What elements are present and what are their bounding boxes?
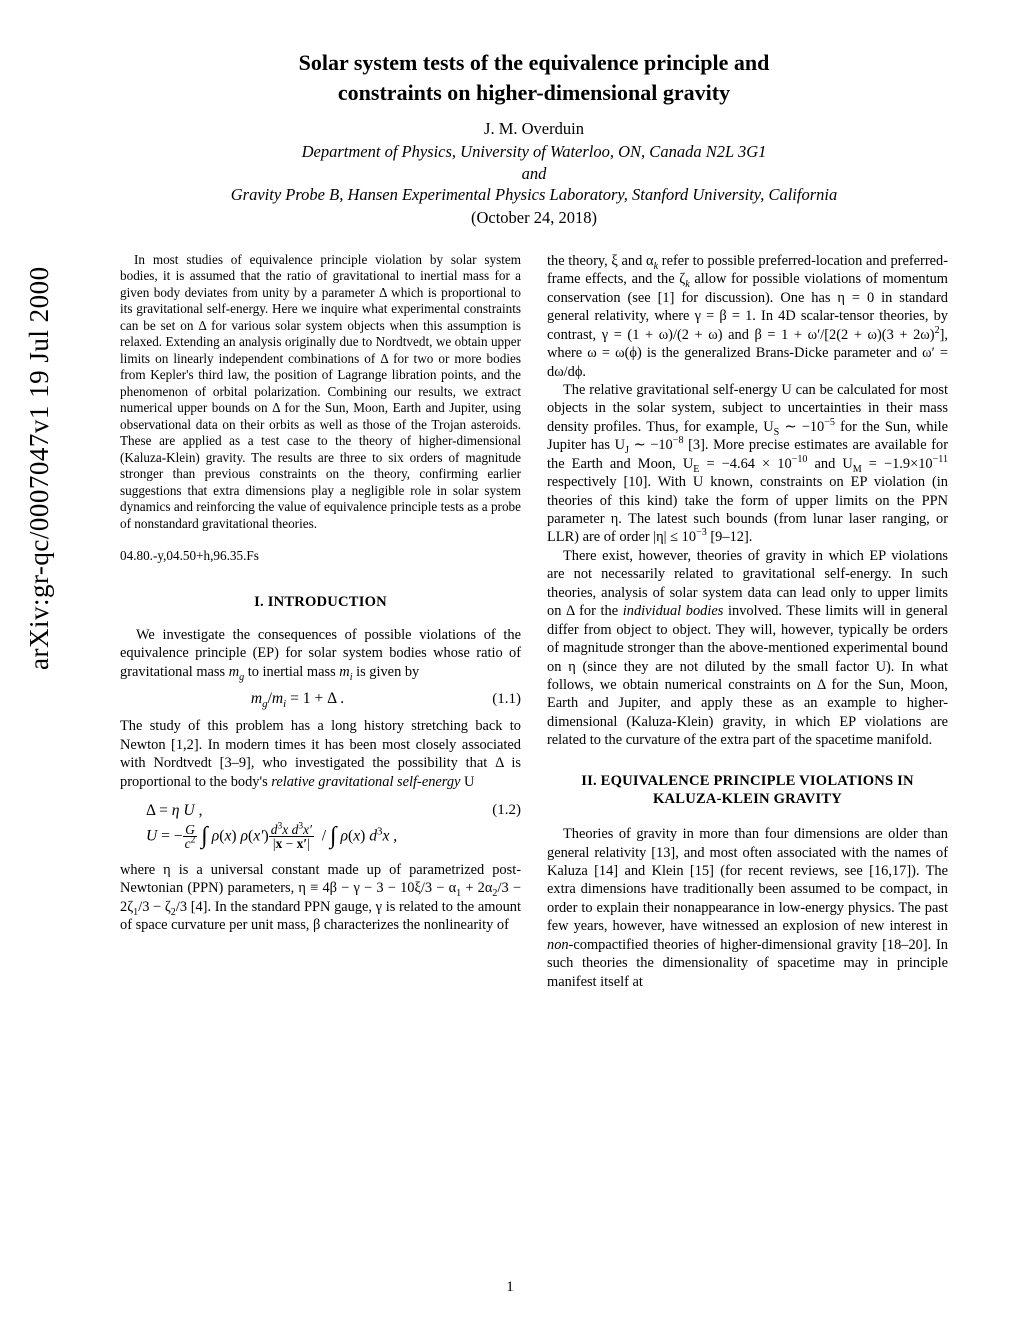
- r-p4-frag-a: Theories of gravity in more than four di…: [547, 826, 948, 934]
- eq-1-2-body2: U = −Gc2 ∫ ρ(x) ρ(x′)d3x d3x′|x − x′| / …: [120, 823, 475, 851]
- affiliation-and: and: [120, 164, 948, 184]
- right-paragraph-4: Theories of gravity in more than four di…: [547, 825, 948, 991]
- r-p4-frag-b: -compactified theories of higher-dimensi…: [547, 937, 948, 990]
- equation-1-1: mg/mi = 1 + Δ . (1.1): [120, 689, 521, 709]
- page-number: 1: [0, 1279, 1020, 1296]
- non-term: non: [547, 937, 569, 953]
- abstract-text: In most studies of equivalence principle…: [120, 252, 521, 533]
- eq-1-2-number: (1.2): [475, 801, 521, 820]
- equation-1-2: Δ = η U , (1.2): [120, 801, 521, 821]
- eq-1-1-number: (1.1): [475, 690, 521, 709]
- intro-p3-frag-b: + 2α: [461, 880, 492, 896]
- r-p2-frag-h: = −1.9×10: [862, 456, 933, 472]
- intro-p1-frag-c: is given by: [353, 664, 420, 680]
- intro-paragraph-3: where η is a universal constant made up …: [120, 861, 521, 935]
- intro-p3-frag-d: /3 − ζ: [138, 899, 171, 915]
- pacs-codes: 04.80.-y,04.50+h,96.35.Fs: [120, 548, 521, 565]
- r-p2-frag-g: and U: [807, 456, 852, 472]
- arxiv-identifier: arXiv:gr-qc/0007047v1 19 Jul 2000: [24, 266, 55, 670]
- relative-self-energy-term: relative gravitational self-energy: [271, 774, 460, 790]
- right-paragraph-1: the theory, ξ and αk refer to possible p…: [547, 252, 948, 381]
- r-p3-frag-b: involved. These limits will in general d…: [547, 603, 948, 748]
- two-column-body: In most studies of equivalence principle…: [120, 252, 948, 991]
- affiliation-2: Gravity Probe B, Hansen Experimental Phy…: [120, 184, 948, 206]
- right-paragraph-3: There exist, however, theories of gravit…: [547, 547, 948, 750]
- column-left: In most studies of equivalence principle…: [120, 252, 521, 991]
- intro-p1-frag-b: to inertial mass: [244, 664, 339, 680]
- intro-paragraph-2: The study of this problem has a long his…: [120, 717, 521, 791]
- eq-1-1-body: mg/mi = 1 + Δ .: [120, 689, 475, 709]
- affiliation-1: Department of Physics, University of Wat…: [120, 141, 948, 163]
- column-right: the theory, ξ and αk refer to possible p…: [547, 252, 948, 991]
- paper-date: (October 24, 2018): [120, 208, 948, 228]
- r-p1-frag-a: the theory, ξ and α: [547, 253, 654, 269]
- intro-p3-frag-e: /3 [4]. In the standard PPN gauge, γ is …: [120, 899, 521, 933]
- individual-bodies-term: individual bodies: [623, 603, 724, 619]
- section-1-heading: I. INTRODUCTION: [120, 593, 521, 612]
- r-p2-frag-f: = −4.64 × 10: [699, 456, 791, 472]
- r-p2-frag-d: ∼ −10: [629, 437, 673, 453]
- abstract-block: In most studies of equivalence principle…: [120, 252, 521, 533]
- right-paragraph-2: The relative gravitational self-energy U…: [547, 381, 948, 547]
- title-line-1: Solar system tests of the equivalence pr…: [299, 50, 770, 75]
- title-line-2: constraints on higher-dimensional gravit…: [338, 80, 730, 105]
- equation-1-2-line2: U = −Gc2 ∫ ρ(x) ρ(x′)d3x d3x′|x − x′| / …: [120, 823, 521, 851]
- eq-1-2-line1: Δ = η U ,: [120, 801, 475, 821]
- paper-title: Solar system tests of the equivalence pr…: [160, 48, 908, 107]
- intro-p2-frag-b: U: [460, 774, 474, 790]
- intro-paragraph-1: We investigate the consequences of possi…: [120, 626, 521, 681]
- section-2-heading: II. EQUIVALENCE PRINCIPLE VIOLATIONS IN …: [547, 772, 948, 809]
- r-p2-frag-b: ∼ −10: [779, 419, 824, 435]
- r-p2-frag-j: [9–12].: [707, 529, 753, 545]
- author-name: J. M. Overduin: [120, 119, 948, 139]
